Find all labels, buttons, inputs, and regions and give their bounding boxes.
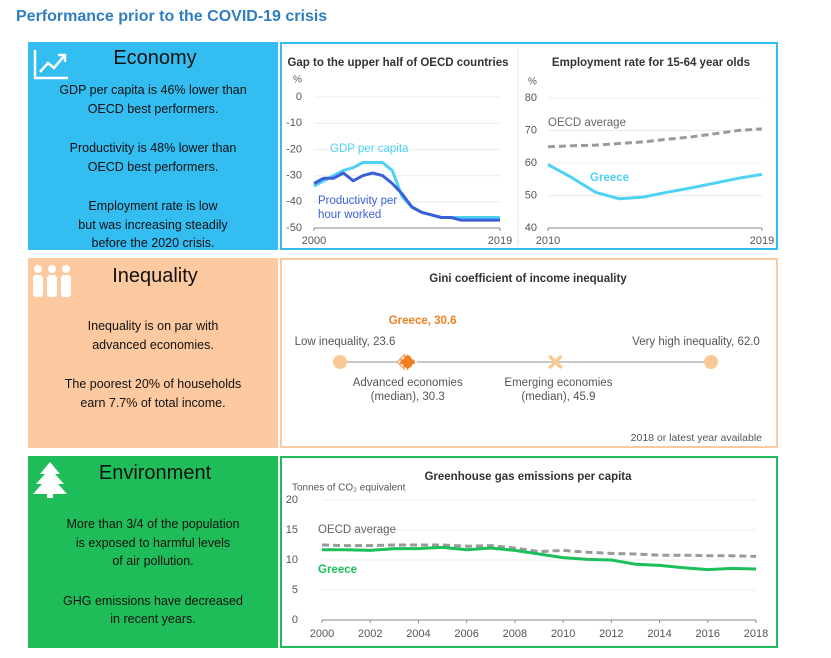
- panel-text: GDP per capita is 46% lower than OECD bes…: [28, 81, 278, 253]
- economy-icon: [33, 50, 68, 80]
- panel-heading: Economy: [113, 47, 197, 69]
- y-tick-label: -30: [286, 170, 302, 182]
- y-axis-label: %: [293, 75, 302, 86]
- text-line: is exposed to harmful levels: [75, 535, 231, 550]
- y-tick-label: 70: [525, 124, 537, 136]
- x-tick-label: 2006: [454, 628, 478, 640]
- series-label: GDP per capita: [330, 143, 409, 155]
- series-label: Productivity per hour worked: [318, 195, 398, 221]
- y-tick-label: -10: [286, 117, 302, 129]
- y-axis-label: Tonnes of CO₂ equivalent: [292, 483, 406, 494]
- y-tick-label: 0: [296, 91, 302, 103]
- series-label: Greece: [590, 172, 630, 184]
- x-tick-label: 2004: [406, 628, 430, 640]
- scale-point: [398, 352, 418, 372]
- series-line: [313, 171, 500, 222]
- chart-title: Greenhouse gas emissions per capita: [424, 471, 632, 483]
- text-line: GHG emissions have decreased: [63, 593, 243, 608]
- panel-heading: Environment: [98, 462, 212, 484]
- inequality-box: [280, 258, 778, 448]
- x-tick-label: 2018: [744, 628, 768, 640]
- text-line: Employment rate is low: [88, 199, 218, 213]
- environment-panel: [28, 456, 278, 648]
- x-tick-label: 2000: [302, 235, 326, 247]
- series-line: [322, 545, 757, 572]
- inequality-icon: [33, 265, 71, 297]
- point-label: Advanced economies (median), 30.3: [352, 377, 463, 403]
- text-line: OECD best performers.: [87, 101, 219, 116]
- panel-heading: Inequality: [112, 265, 198, 287]
- page-title: Performance prior to the COVID-19 crisis: [16, 8, 327, 25]
- x-tick-label: 2019: [488, 235, 512, 247]
- chart-note: 2018 or latest year available: [631, 432, 762, 444]
- text-line: but was increasing steadily: [78, 217, 228, 232]
- text-line: Productivity is 48% lower than: [69, 141, 237, 155]
- panel-text: More than 3/4 of the population is expose…: [28, 515, 278, 629]
- x-tick-label: 2000: [310, 628, 334, 640]
- x-tick-label: 2010: [551, 628, 575, 640]
- series-line: [547, 127, 763, 149]
- y-tick-label: 50: [525, 189, 537, 201]
- chart-title: Employment rate for 15-64 year olds: [552, 57, 750, 69]
- y-tick-label: 80: [525, 92, 537, 104]
- series-line: [547, 163, 763, 201]
- text-line: advanced economies.: [92, 337, 214, 352]
- text-line: Inequality is on par with: [87, 319, 219, 333]
- paragraph: Inequality is on par with advanced econom…: [28, 317, 278, 354]
- economy-box: [280, 42, 778, 250]
- point-label: Low inequality, 23.6: [294, 336, 396, 348]
- series-line: [321, 543, 757, 558]
- chart-title: Gap to the upper half of OECD countries: [287, 57, 508, 69]
- panel-text: Inequality is on par with advanced econom…: [28, 317, 278, 412]
- text-line: in recent years.: [110, 612, 196, 626]
- series-label: Greece: [318, 564, 358, 576]
- paragraph: The poorest 20% of households earn 7.7% o…: [28, 375, 278, 412]
- x-tick-label: 2016: [696, 628, 720, 640]
- paragraph: GHG emissions have decreased in recent ye…: [28, 592, 278, 629]
- y-axis-label: %: [528, 77, 537, 88]
- x-tick-label: 2010: [536, 235, 560, 247]
- y-tick-label: 40: [525, 222, 537, 234]
- scale-point: [548, 354, 563, 370]
- y-tick-label: 5: [292, 584, 298, 596]
- x-tick-label: 2012: [599, 628, 623, 640]
- x-tick-label: 2002: [358, 628, 382, 640]
- text-line: The poorest 20% of households: [64, 377, 242, 391]
- y-tick-label: 60: [525, 157, 537, 169]
- chart-title: Gini coefficient of income inequality: [429, 273, 627, 285]
- y-tick-label: 20: [286, 494, 298, 506]
- text-line: before the 2020 crisis.: [91, 236, 215, 250]
- y-tick-label: -50: [286, 222, 302, 234]
- x-tick-label: 2019: [750, 235, 774, 247]
- paragraph: Productivity is 48% lower than OECD best …: [28, 139, 278, 176]
- x-tick-label: 2008: [503, 628, 527, 640]
- text-line: GDP per capita is 46% lower than: [59, 83, 247, 97]
- text-line: earn 7.7% of total income.: [80, 395, 226, 410]
- y-tick-label: -40: [286, 196, 302, 208]
- paragraph: Employment rate is low but was increasing…: [28, 197, 278, 253]
- x-tick-label: 2014: [647, 628, 671, 640]
- series-label: OECD average: [318, 524, 396, 536]
- point-label: Greece, 30.6: [388, 315, 457, 327]
- text-line: of air pollution.: [112, 554, 194, 568]
- scale-point: [333, 355, 347, 369]
- y-tick-label: 15: [286, 524, 298, 536]
- paragraph: More than 3/4 of the population is expose…: [28, 515, 278, 571]
- point-label: Emerging economies (median), 45.9: [504, 377, 613, 403]
- paragraph: GDP per capita is 46% lower than OECD bes…: [28, 81, 278, 118]
- text-line: More than 3/4 of the population: [66, 517, 240, 531]
- y-tick-label: 0: [292, 614, 298, 626]
- environment-icon: [33, 462, 67, 498]
- series-label: OECD average: [548, 117, 626, 129]
- scale-point: [704, 355, 718, 369]
- text-line: OECD best performers.: [87, 159, 219, 174]
- economy-panel: [28, 42, 278, 250]
- point-label: Very high inequality, 62.0: [632, 336, 760, 348]
- y-tick-label: 10: [286, 554, 298, 566]
- y-tick-label: -20: [286, 143, 302, 155]
